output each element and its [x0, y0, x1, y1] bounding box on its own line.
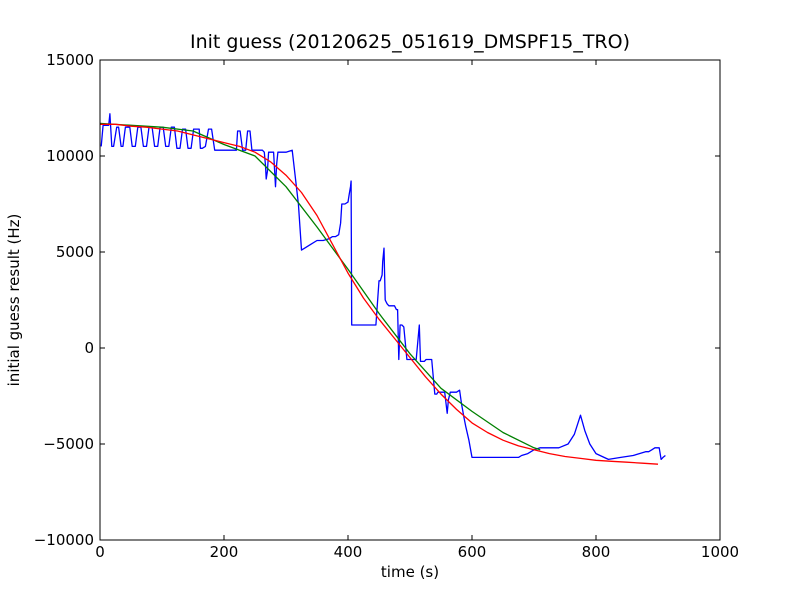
x-tick-label: 600 [458, 543, 487, 561]
green-series-line [100, 122, 541, 451]
axes-layer: 0 200 400 600 800 1000 −10000 −5000 0 5000 10000 15… [34, 51, 739, 561]
y-tick-label: 5000 [56, 243, 94, 261]
blue-series-line [100, 113, 666, 461]
y-tick-label: 15000 [46, 51, 94, 69]
y-axis-label: initial guess result (Hz) [5, 214, 23, 387]
red-series-line [100, 123, 659, 465]
x-tick-label: 800 [582, 543, 611, 561]
x-tick-label: 1000 [701, 543, 739, 561]
y-tick-label: −5000 [43, 435, 94, 453]
plot-frame [99, 59, 721, 541]
y-tick-label: 10000 [46, 147, 94, 165]
x-tick-label: 400 [334, 543, 363, 561]
y-tick-label: 0 [84, 339, 94, 357]
y-tick-label: −10000 [34, 531, 94, 549]
x-tick-label: 200 [210, 543, 239, 561]
series-layer [100, 113, 666, 465]
x-tick-label: 0 [95, 543, 105, 561]
chart-title: Init guess (20120625_051619_DMSPF15_TRO) [190, 31, 630, 53]
x-axis-label: time (s) [381, 563, 439, 581]
